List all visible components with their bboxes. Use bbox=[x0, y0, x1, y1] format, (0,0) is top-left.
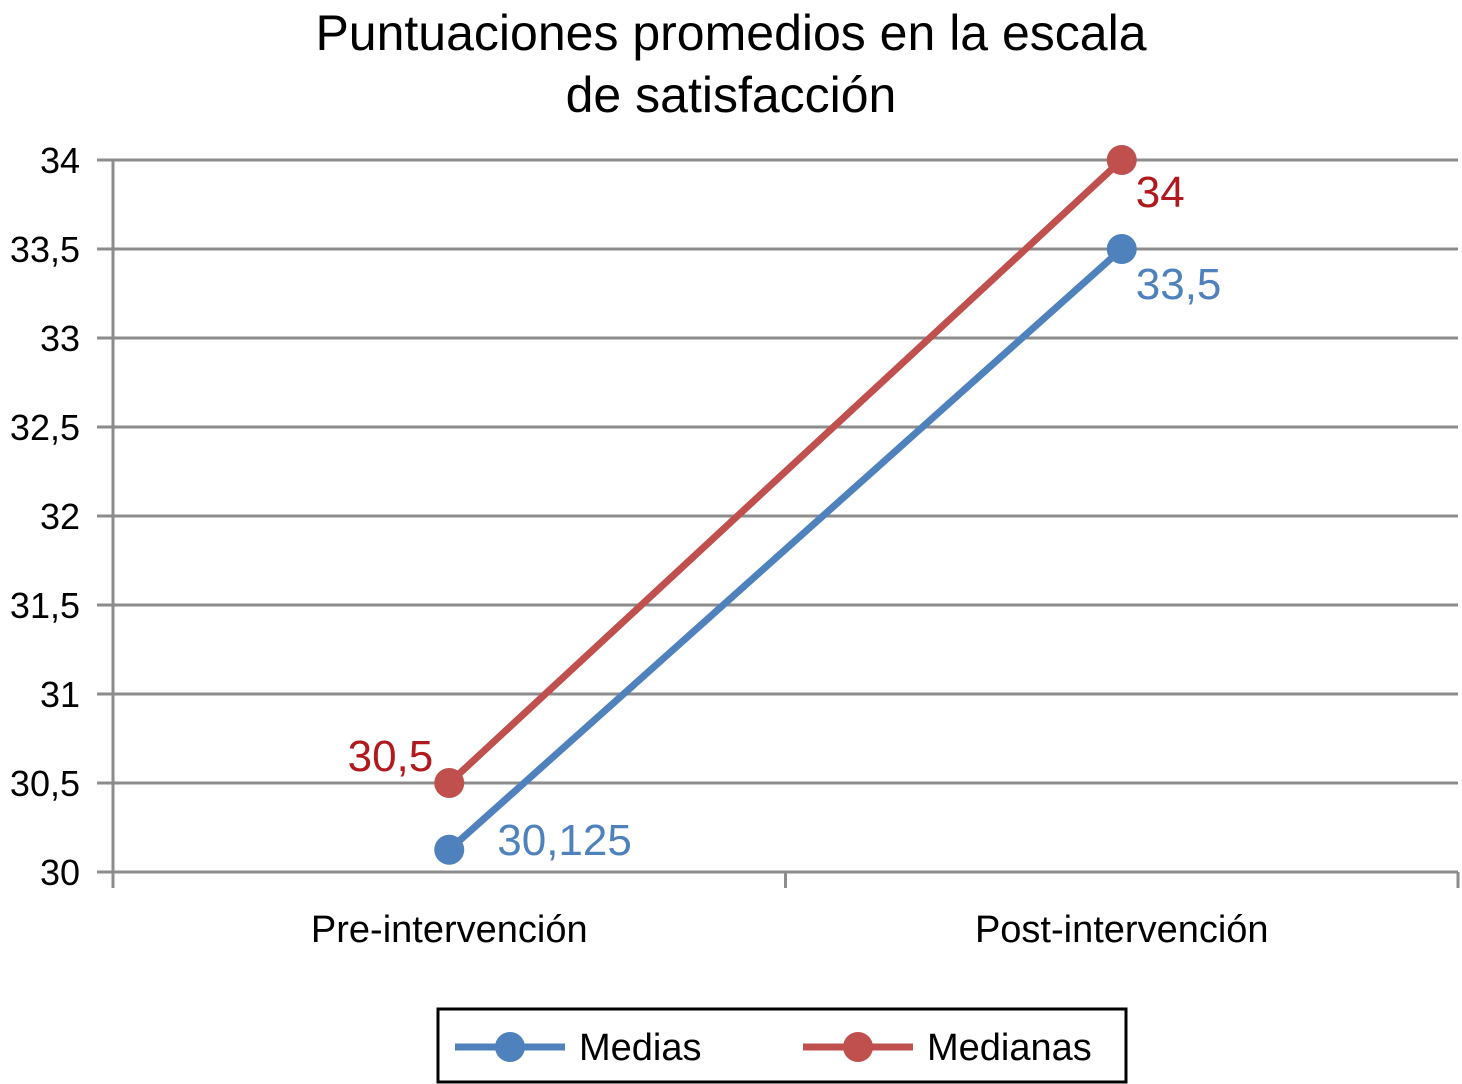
data-label: 33,5 bbox=[1136, 260, 1222, 309]
axes bbox=[111, 160, 1460, 888]
legend-marker-medias bbox=[495, 1032, 525, 1062]
x-category-label: Post-intervención bbox=[975, 909, 1269, 951]
y-tick-label: 32,5 bbox=[10, 407, 80, 448]
y-tick-label: 30 bbox=[40, 852, 80, 893]
data-point-medias bbox=[434, 834, 465, 865]
gridlines bbox=[97, 158, 1458, 874]
x-axis-category-labels: Pre-intervención Post-intervención bbox=[311, 909, 1269, 951]
data-label: 30,5 bbox=[348, 732, 434, 781]
y-tick-label: 33 bbox=[40, 318, 80, 359]
x-category-label: Pre-intervención bbox=[311, 909, 588, 951]
data-label: 30,125 bbox=[497, 816, 632, 865]
chart-title: Puntuaciones promedios en la escala de s… bbox=[0, 2, 1462, 126]
y-tick-label: 32 bbox=[40, 496, 80, 537]
legend-marker-medianas bbox=[843, 1032, 873, 1062]
series-line-medianas bbox=[446, 157, 1125, 786]
y-tick-label: 30,5 bbox=[10, 763, 80, 804]
chart-title-line-1: Puntuaciones promedios en la escala bbox=[315, 5, 1147, 61]
legend-label-medianas: Medianas bbox=[927, 1027, 1092, 1069]
data-point-medianas bbox=[1106, 145, 1137, 175]
legend-label-medias: Medias bbox=[579, 1027, 702, 1069]
y-tick-label: 31 bbox=[40, 674, 80, 715]
y-tick-label: 33,5 bbox=[10, 229, 80, 270]
data-labels: 30,125 33,5 30,5 34 bbox=[348, 168, 1222, 865]
legend: Medias Medianas bbox=[436, 1007, 1128, 1084]
y-tick-label: 31,5 bbox=[10, 585, 80, 626]
data-label: 34 bbox=[1136, 168, 1185, 217]
series-line-medias bbox=[446, 246, 1125, 853]
data-point-medias bbox=[1106, 234, 1137, 264]
data-point-medianas bbox=[434, 768, 465, 798]
y-tick-label: 34 bbox=[40, 140, 80, 181]
y-axis-tick-labels: 30 30,5 31 31,5 32 32,5 33 33,5 34 bbox=[10, 140, 80, 893]
series-lines bbox=[434, 145, 1137, 865]
chart-title-line-2: de satisfacción bbox=[565, 67, 897, 123]
